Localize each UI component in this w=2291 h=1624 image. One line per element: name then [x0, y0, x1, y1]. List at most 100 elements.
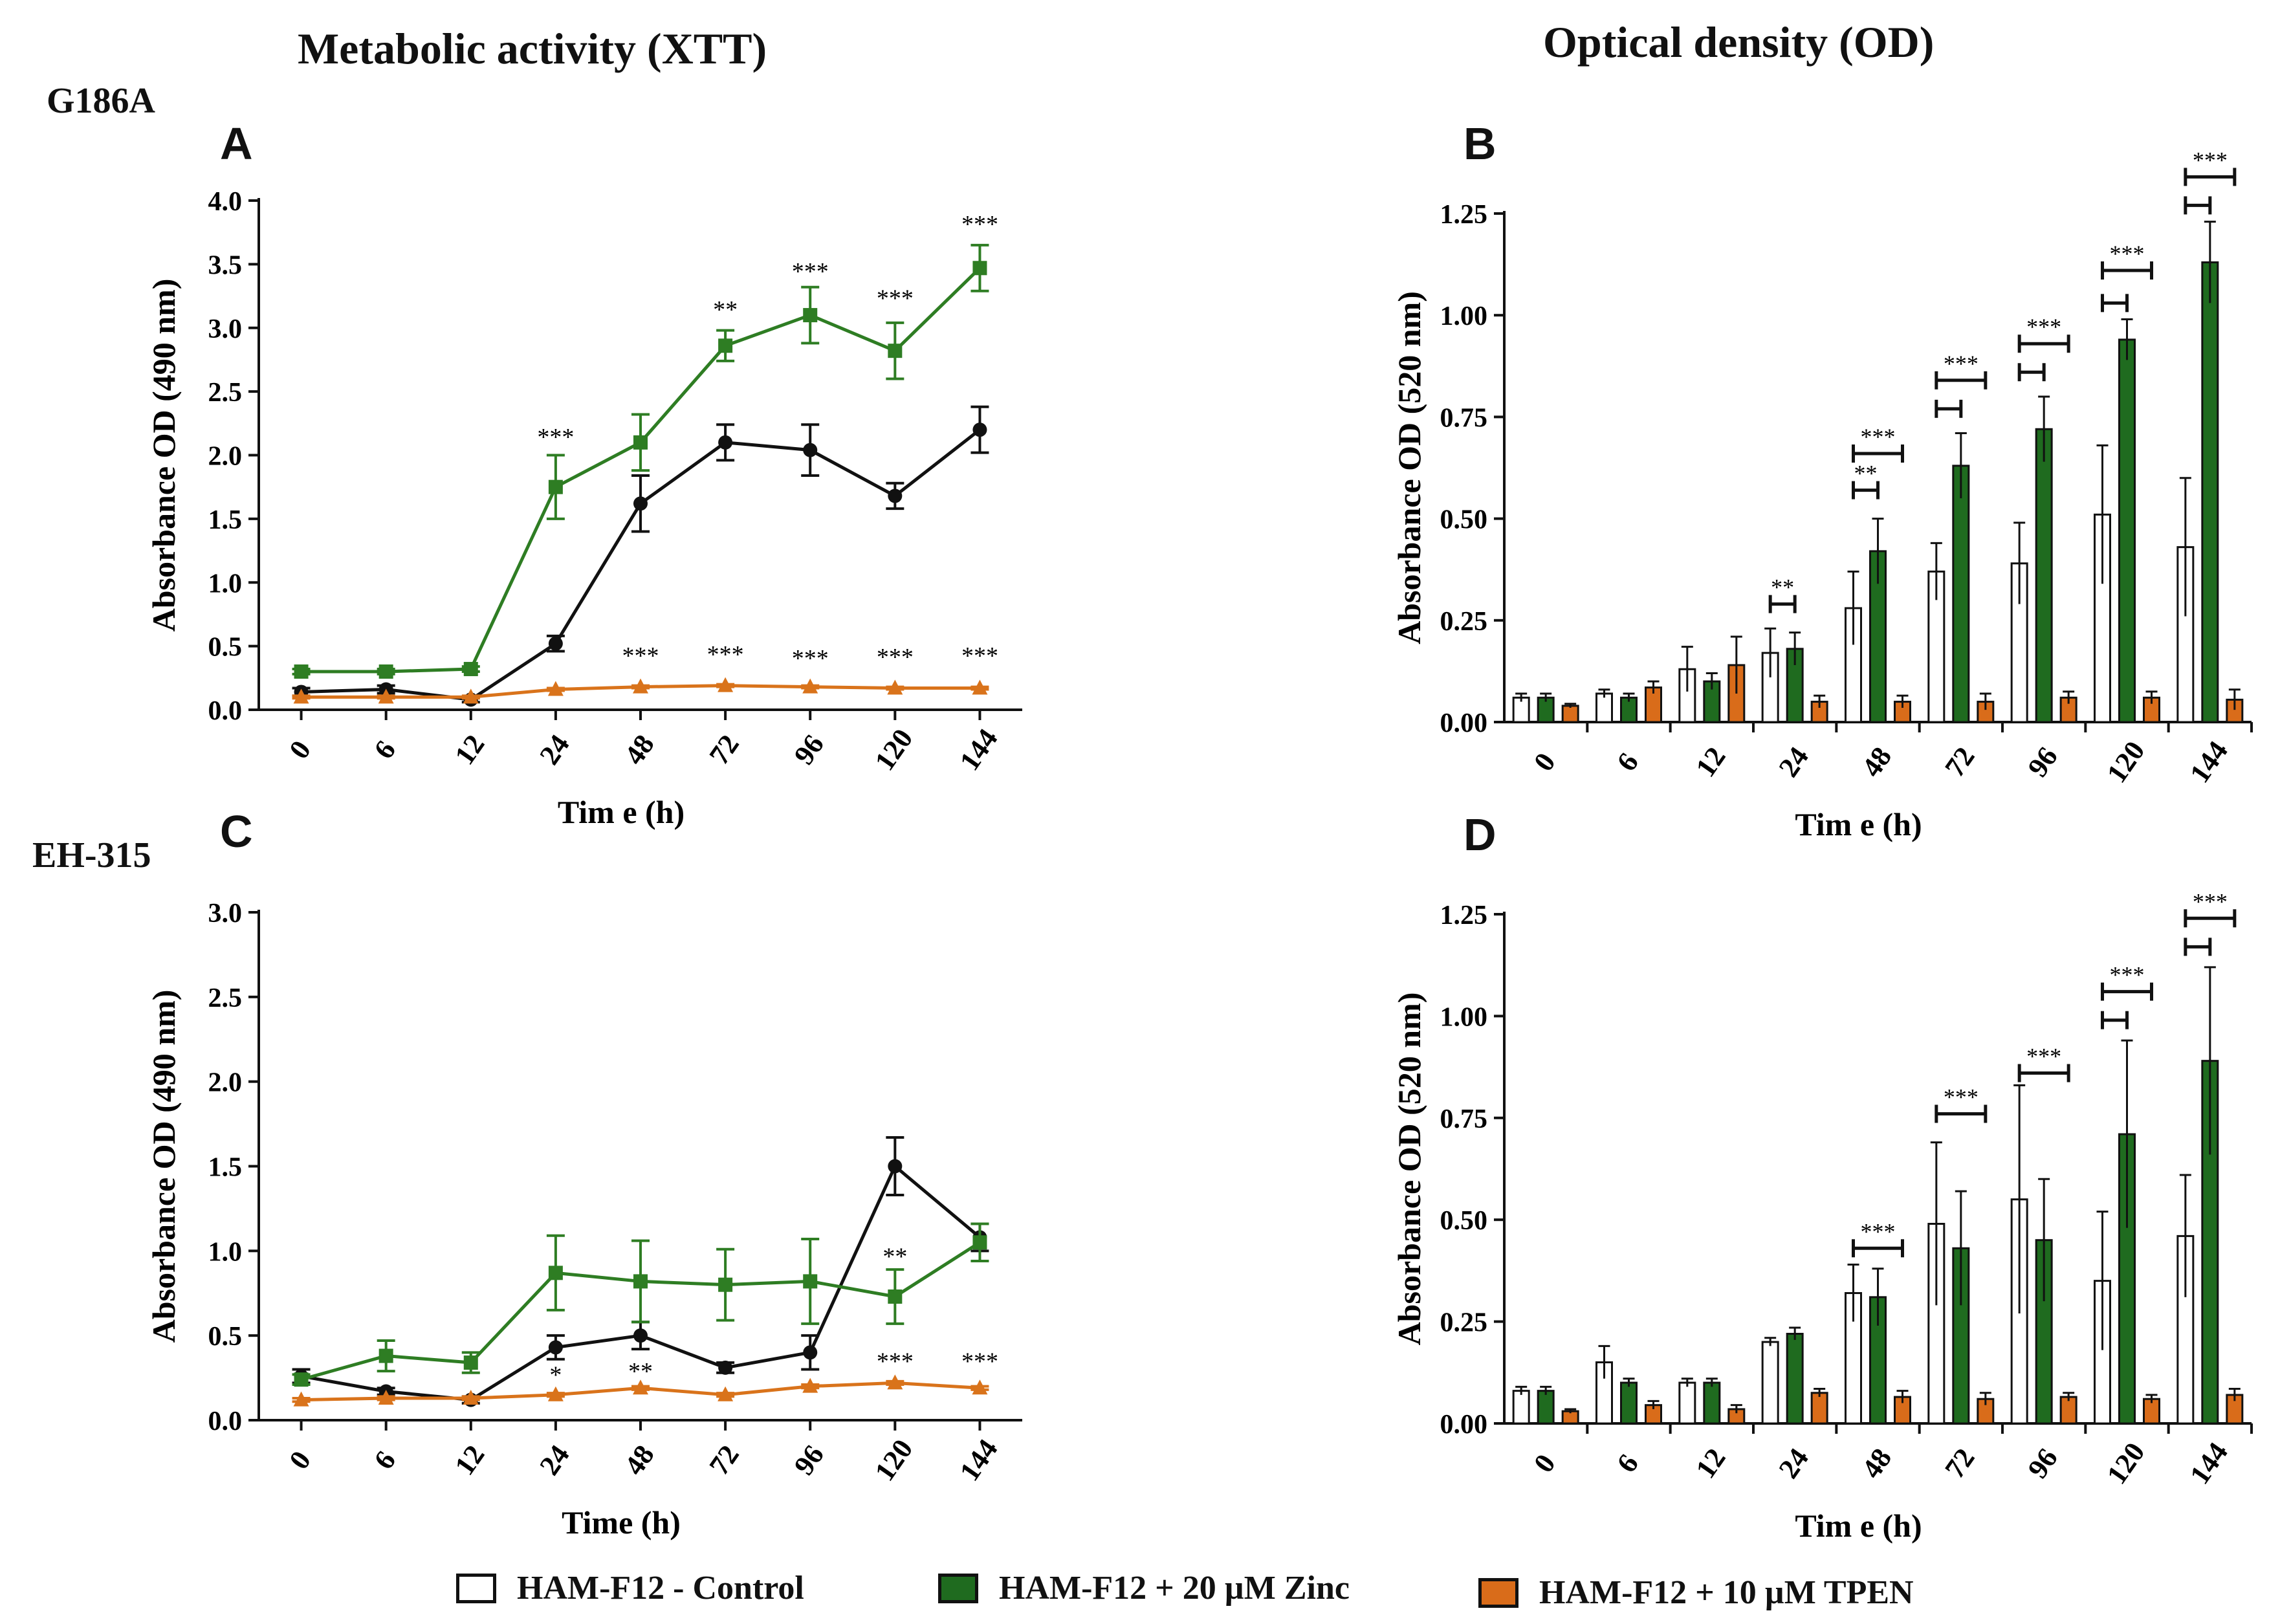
- panel-d-bar: [1620, 1381, 1638, 1425]
- panel-b-y-tick-label: 0.75: [1440, 403, 1488, 433]
- panel-b-significance-label: ***: [2026, 314, 2061, 340]
- panel-c-point: [633, 1274, 648, 1289]
- panel-a-point: [548, 479, 563, 494]
- panel-c-point: [718, 1360, 733, 1375]
- panel-a-x-tick-label: 120: [868, 723, 919, 776]
- panel-b-y-tick-label: 0.25: [1440, 607, 1488, 637]
- panel-a-significance-label: ***: [792, 645, 829, 672]
- legend-item-zinc: HAM-F12 + 20 µM Zinc: [938, 1569, 1350, 1607]
- panel-b-bar: [2118, 338, 2136, 723]
- panel-a-point: [548, 636, 563, 651]
- panel-c-point: [463, 1389, 479, 1405]
- panel-c-significance-label: **: [882, 1243, 907, 1270]
- panel-d-bar: [1810, 1392, 1828, 1425]
- panel-d-y-tick-label: 1.25: [1440, 901, 1488, 930]
- panel-a-point: [378, 664, 393, 679]
- panel-a-significance-label: **: [713, 296, 738, 324]
- panel-b-y-tick-label: 0.50: [1440, 505, 1488, 535]
- panel-a-y-tick-label: 3.0: [208, 314, 243, 344]
- panel-b-x-tick-label: 144: [2184, 736, 2234, 789]
- panel-a-point: [294, 664, 309, 679]
- panel-d-bar: [2059, 1396, 2077, 1425]
- panel-b-significance-label: **: [1854, 461, 1878, 487]
- panel-c-point: [718, 1277, 733, 1292]
- panel-c-point: [972, 1379, 988, 1395]
- panel-c-y-tick-label: 2.5: [208, 983, 243, 1013]
- panel-a-x-tick-label: 72: [703, 729, 745, 771]
- strain-label-bottom: EH-315: [32, 835, 151, 875]
- panel-c-point: [802, 1377, 818, 1393]
- panel-b-y-tick-label: 1.00: [1440, 302, 1488, 331]
- panel-a-y-axis-title: Absorbance OD (490 nm): [146, 279, 182, 632]
- panel-b-bar: [2094, 513, 2111, 723]
- panel-d-x-tick-label: 24: [1773, 1443, 1815, 1484]
- panel-d-y-tick-label: 0.50: [1440, 1206, 1488, 1236]
- panel-d-bar: [1703, 1381, 1721, 1425]
- panel-a-point: [887, 679, 903, 695]
- panel-a-x-tick-label: 144: [954, 723, 1004, 776]
- panel-b-x-tick-label: 120: [2101, 736, 2151, 789]
- panel-c-point: [548, 1266, 563, 1280]
- panel-a-point: [718, 677, 734, 692]
- legend-label-tpen: HAM-F12 + 10 µM TPEN: [1539, 1574, 1914, 1611]
- panel-a-significance-label: ***: [961, 211, 998, 238]
- panel-a-significance-label: ***: [537, 424, 574, 451]
- panel-d-bar: [1678, 1381, 1696, 1425]
- legend-swatch-tpen: [1478, 1577, 1518, 1608]
- panel-c-point: [294, 1372, 309, 1387]
- panel-b-significance-label: ***: [1861, 424, 1896, 450]
- panel-b-bar: [1561, 705, 1579, 723]
- panel-a-significance-label: ***: [792, 258, 829, 285]
- panel-b-x-tick-label: 72: [1938, 741, 1980, 783]
- panel-b-y-tick-label: 0.00: [1440, 708, 1488, 738]
- panel-a-y-tick-label: 3.5: [208, 250, 243, 280]
- panel-c-x-tick-label: 0: [283, 1445, 317, 1475]
- figure-charts: 0.0 0.5 1.0 1.5 2.0 2.5 3.0 3.5 4.0 0 6 12 24 48 72 96 1…: [146, 147, 2253, 1544]
- panel-a-y-tick-label: 0.5: [208, 633, 243, 663]
- panel-a-point: [972, 261, 987, 276]
- panel-a-x-axis-title: Tim e (h): [558, 794, 685, 830]
- panel-c-y-tick-label: 0.5: [208, 1322, 243, 1352]
- panel-c-point: [378, 1348, 393, 1363]
- panel-c-significance-label: **: [628, 1358, 653, 1385]
- panel-letter-d: D: [1463, 809, 1496, 860]
- panel-d-x-tick-label: 48: [1856, 1443, 1898, 1484]
- panel-c-point: [378, 1389, 394, 1405]
- panel-b-significance-label: ***: [2110, 241, 2145, 267]
- panel-c-x-axis-title: Time (h): [562, 1504, 681, 1541]
- panel-a-y-tick-label: 2.0: [208, 442, 243, 472]
- panel-c-significance-label: ***: [961, 1348, 998, 1376]
- panel-b-bar: [1595, 692, 1613, 723]
- panel-a-x-tick-label: 0: [283, 735, 317, 765]
- panel-b-x-axis-title: Tim e (h): [1795, 806, 1922, 842]
- panel-b-bar: [2201, 261, 2219, 723]
- panel-d-y-tick-label: 0.75: [1440, 1104, 1488, 1134]
- panel-a-point: [378, 688, 394, 704]
- panel-a-point: [888, 344, 903, 358]
- panel-b-bar: [2035, 428, 2053, 723]
- panel-d-x-tick-label: 120: [2101, 1437, 2151, 1490]
- panel-a-x-tick-label: 24: [533, 729, 575, 771]
- panel-b-significance-label: ***: [2193, 147, 2228, 173]
- panel-a-y-tick-label: 0.0: [208, 696, 243, 726]
- panel-b-y-tick-label: 1.25: [1440, 200, 1488, 230]
- panel-c-y-tick-label: 1.0: [208, 1237, 243, 1267]
- panel-c-x-tick-label: 12: [448, 1440, 490, 1481]
- panel-a-point: [803, 308, 818, 323]
- panel-d-significance-label: ***: [1944, 1084, 1979, 1110]
- panel-c-point: [718, 1386, 734, 1401]
- panel-a-point: [803, 443, 818, 457]
- legend-label-control: HAM-F12 - Control: [517, 1570, 804, 1607]
- panel-a-y-tick-label: 4.0: [208, 187, 243, 217]
- panel-b-significance-label: **: [1771, 575, 1794, 600]
- panel-a-point: [888, 488, 903, 503]
- panel-d-significance-label: ***: [2193, 888, 2228, 914]
- panel-d-y-tick-label: 0.00: [1440, 1410, 1488, 1440]
- panel-c-x-tick-label: 144: [954, 1434, 1004, 1487]
- panel-b-x-tick-label: 0: [1528, 747, 1562, 777]
- panel-c-point: [888, 1289, 903, 1304]
- panel-a-significance-label: ***: [877, 285, 914, 312]
- strain-label-top: G186A: [47, 81, 155, 121]
- panel-d-x-tick-label: 72: [1938, 1443, 1980, 1484]
- panel-c-point: [803, 1345, 818, 1360]
